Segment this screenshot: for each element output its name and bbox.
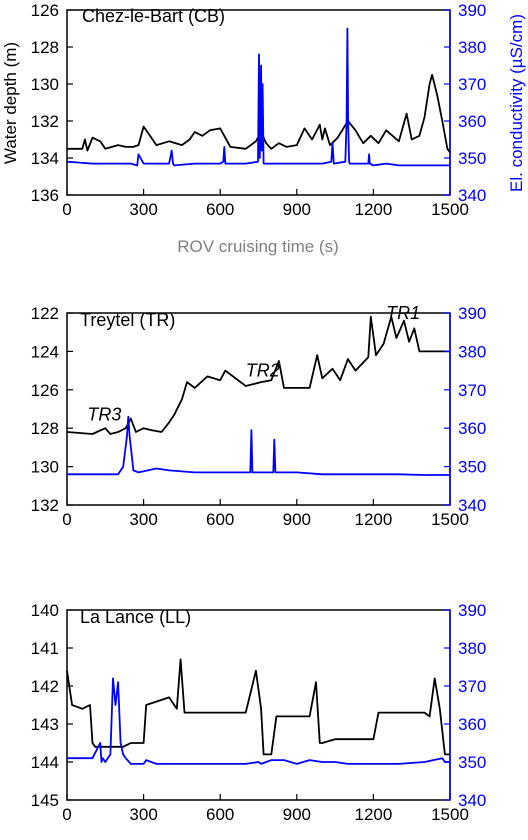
depth-series-line [66,315,450,435]
y-tick-label: 126 [31,1,59,20]
y-tick-label: 144 [31,753,59,772]
depth-line-tr [66,315,450,435]
y2-tick-label: 390 [458,1,486,20]
y-tick-label: 128 [31,38,59,57]
y2-tick-label: 340 [458,496,486,515]
x-tick-label: 1200 [354,805,392,824]
panel-chez-le-bart: 0 300 600 900 1200 1500 126 128 130 132 134 136 34… [1,1,526,256]
x-tick-label: 300 [129,200,157,219]
y2-tick-label: 360 [458,112,486,131]
annotation-label: TR3 [87,405,121,425]
x-tick-label: 300 [129,510,157,529]
x-tick-label: 1500 [431,510,469,529]
y2-tick-label: 350 [458,753,486,772]
y2-tick-label: 390 [458,304,486,323]
x-ticks: 0 300 600 900 1200 1500 [62,794,469,824]
panel-title: La Lance (LL) [80,607,191,627]
x-tick-label: 600 [206,805,234,824]
conductivity-series-line [67,677,450,765]
x-ticks: 0 300 600 900 1200 1500 [62,189,469,219]
left-y-ticks: 122 124 126 128 130 132 [31,304,73,515]
right-y-ticks: 340 350 360 370 380 390 [444,1,486,205]
y-tick-label: 124 [31,342,59,361]
x-axis-label: ROV cruising time (s) [177,237,339,256]
x-tick-label: 1500 [431,200,469,219]
y-tick-label: 140 [31,601,59,620]
y-tick-label: 136 [31,186,59,205]
y2-tick-label: 340 [458,186,486,205]
y2-tick-label: 390 [458,601,486,620]
x-tick-label: 1200 [354,200,392,219]
y-tick-label: 134 [31,149,59,168]
y-tick-label: 122 [31,304,59,323]
plot-frame [66,609,451,801]
y2-tick-label: 370 [458,677,486,696]
panel-la-lance: 0 300 600 900 1200 1500 140 141 142 143 144 145 34… [31,601,487,824]
right-y-ticks: 340 350 360 370 380 390 [444,304,486,515]
x-tick-label: 900 [283,510,311,529]
y2-tick-label: 380 [458,38,486,57]
y-axis-label: Water depth (m) [1,42,20,164]
left-y-ticks: 140 141 142 143 144 145 [31,601,73,810]
y-tick-label: 145 [31,791,59,810]
y2-tick-label: 380 [458,639,486,658]
y2-tick-label: 350 [458,149,486,168]
y-tick-label: 128 [31,419,59,438]
right-y-ticks: 340 350 360 370 380 390 [444,601,486,810]
x-tick-label: 1500 [431,805,469,824]
y2-tick-label: 360 [458,419,486,438]
y2-axis-label: El. conductivity (µS/cm) [507,14,526,192]
annotation-label: TR1 [386,303,420,323]
panel-title: Treytel (TR) [80,310,175,330]
y-tick-label: 143 [31,715,59,734]
y2-tick-label: 350 [458,458,486,477]
x-tick-label: 0 [62,200,71,219]
conductivity-line-tr [67,415,450,476]
x-tick-label: 1200 [354,510,392,529]
y-tick-label: 132 [31,112,59,131]
x-tick-label: 0 [62,805,71,824]
y2-tick-label: 370 [458,381,486,400]
x-tick-label: 900 [283,805,311,824]
y2-tick-label: 360 [458,715,486,734]
conductivity-series-line [66,27,450,167]
y-tick-label: 141 [31,639,59,658]
y2-tick-label: 340 [458,791,486,810]
annotation-label: TR2 [246,360,280,380]
x-tick-label: 300 [129,805,157,824]
depth-series-line [66,658,450,756]
depth-series-line [67,73,451,153]
y-tick-label: 130 [31,458,59,477]
annotations: TR3 TR2 TR1 [87,303,420,425]
x-ticks: 0 300 600 900 1200 1500 [62,499,469,529]
y2-tick-label: 380 [458,342,486,361]
left-y-ticks: 126 128 130 132 134 136 [31,1,73,205]
conductivity-series-line [67,415,450,476]
x-tick-label: 900 [283,200,311,219]
x-tick-label: 600 [206,510,234,529]
panel-treytel: 0 300 600 900 1200 1500 122 124 126 128 130 132 34… [31,303,487,529]
x-tick-label: 600 [206,200,234,219]
plot-frame [66,312,451,506]
depth-line-ll [66,658,450,756]
y-tick-label: 126 [31,381,59,400]
conductivity-line-ll [67,677,450,765]
conductivity-line-cb [66,27,450,167]
y-tick-label: 130 [31,75,59,94]
y2-tick-label: 370 [458,75,486,94]
y-tick-label: 142 [31,677,59,696]
x-tick-label: 0 [62,510,71,529]
depth-line-cb [67,73,451,153]
panel-title: Chez-le-Bart (CB) [82,6,225,26]
y-tick-label: 132 [31,496,59,515]
